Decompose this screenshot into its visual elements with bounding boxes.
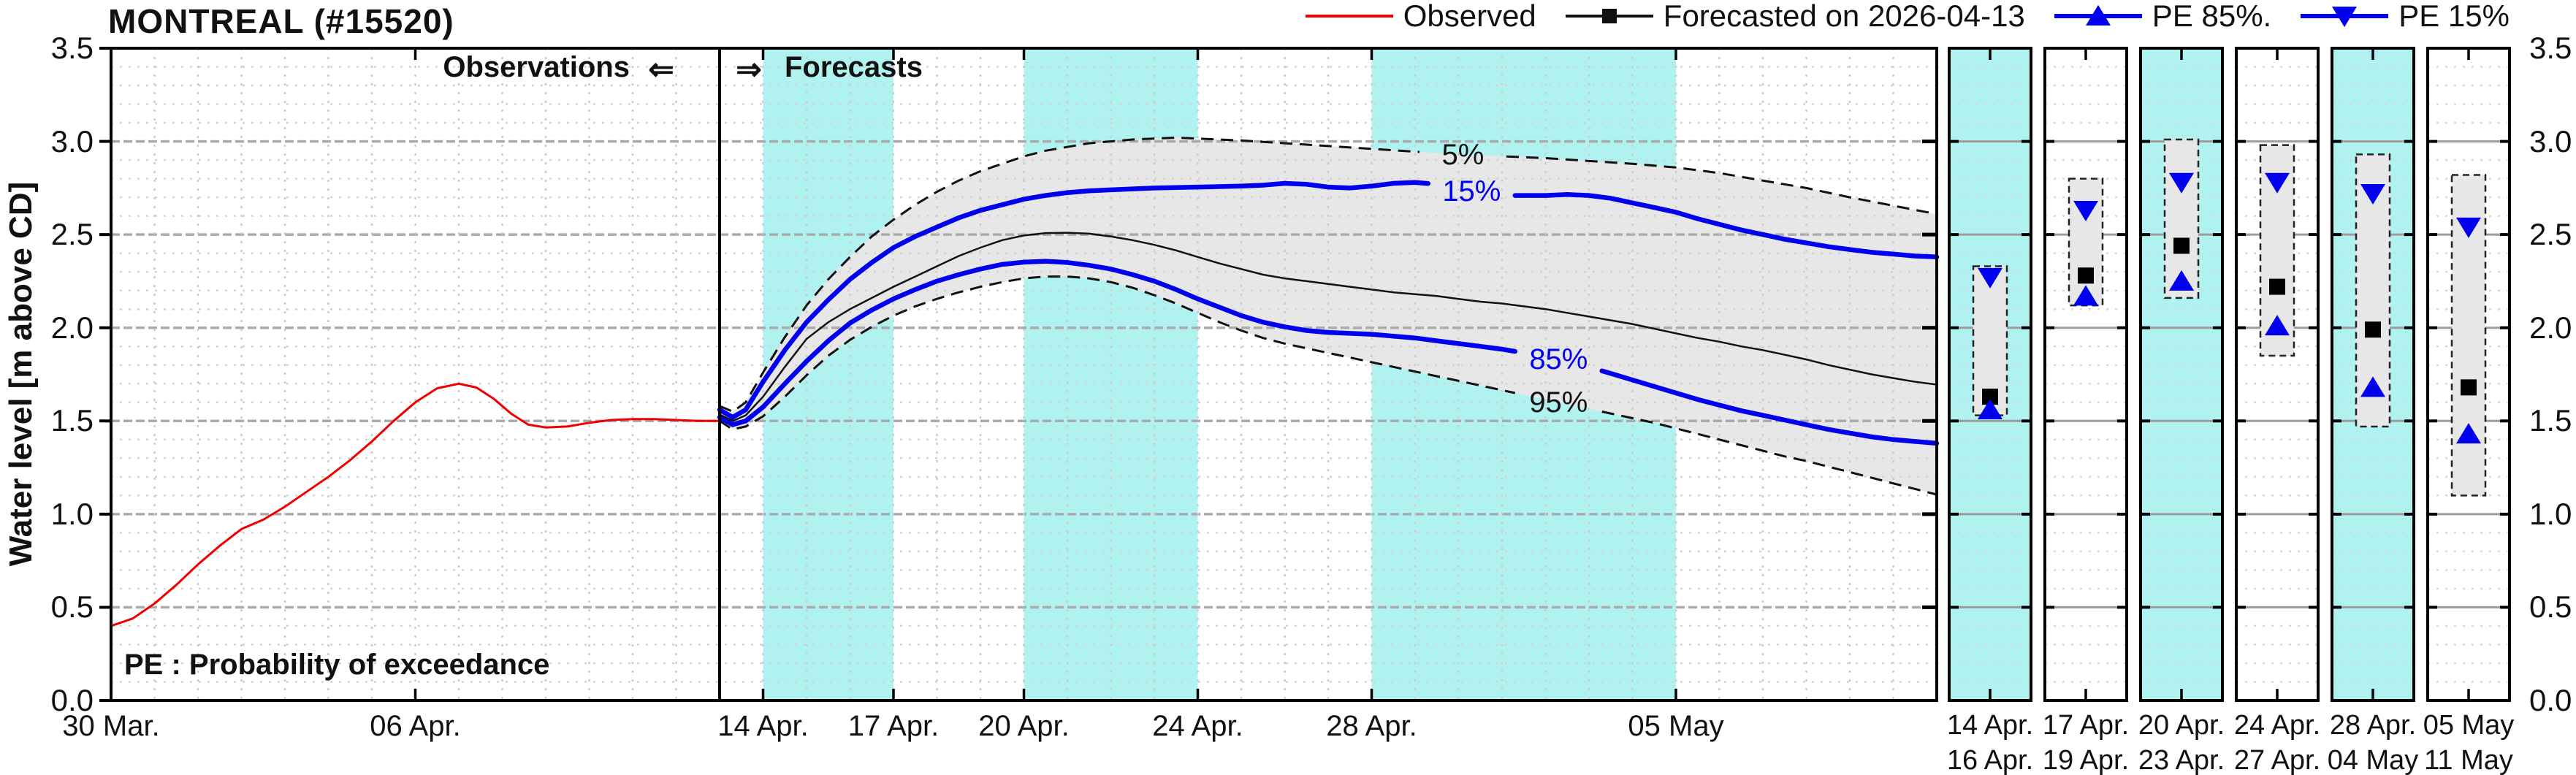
panel-date-end: 11 May [2424, 745, 2513, 775]
legend-item-pe85: PE 85%. [2054, 0, 2271, 34]
forecast-panel-bg [2045, 48, 2127, 700]
pe85-triangle-up-icon [2054, 4, 2142, 27]
x-tick-label: 24 Apr. [1152, 710, 1243, 742]
panel-date-start: 17 Apr. [2042, 710, 2130, 741]
pe85-triangle-up-marker [1978, 398, 2003, 419]
pe15-inline-label: 15% [1442, 175, 1501, 208]
y-tick-label-left: 0.0 [50, 683, 94, 717]
legend-label: Forecasted on 2026-04-13 [1663, 0, 2025, 33]
forecast-median-marker [1982, 389, 1998, 405]
x-tick-label: 06 Apr. [370, 710, 461, 742]
chart-legend: Observed Forecasted on 2026-04-13 PE 85%… [1305, 0, 2510, 34]
y-tick-label-right: 1.5 [2529, 403, 2572, 438]
panel-date-start: 24 Apr. [2233, 710, 2321, 741]
forecast-median-marker [2365, 321, 2381, 338]
panel-date-start: 20 Apr. [2138, 710, 2225, 741]
left-double-arrow-icon: ⇐ [648, 52, 674, 86]
forecast-line-icon [1565, 5, 1653, 27]
pe15-triangle-down-marker [2456, 217, 2481, 238]
page-title: MONTREAL (#15520) [108, 2, 454, 40]
pe85-line [1599, 368, 1940, 446]
panel-range-box [2163, 138, 2200, 299]
observed-line [110, 382, 720, 627]
panel-date-end: 23 Apr. [2138, 745, 2225, 775]
pe85-triangle-up-marker [2456, 423, 2481, 444]
pe85-line [717, 259, 1518, 427]
observations-region-label: Observations [443, 51, 630, 83]
legend-label: PE 85%. [2152, 0, 2272, 33]
y-tick-label-left: 3.5 [50, 31, 94, 65]
y-tick-label-left: 0.5 [50, 589, 94, 625]
panel-date-start: 05 May [2423, 710, 2515, 741]
pe5-line [719, 136, 1420, 413]
uncertainty-band [720, 137, 1937, 495]
y-tick-label-right: 3.0 [2529, 123, 2572, 159]
pe95-line [1601, 411, 1937, 496]
panel-date-end: 19 Apr. [2042, 745, 2130, 775]
pe85-triangle-up-marker [2073, 285, 2098, 306]
panel-date-end: 27 Apr. [2233, 745, 2321, 775]
pe15-triangle-down-marker [1978, 267, 2003, 289]
legend-item-pe15: PE 15% [2301, 0, 2510, 34]
y-tick-label-left: 2.0 [50, 310, 94, 345]
pe85-triangle-up-marker [2169, 270, 2194, 291]
y-tick-label-right: 0.0 [2529, 683, 2572, 717]
pe15-triangle-down-marker [2360, 184, 2385, 205]
pe15-line [717, 180, 1431, 420]
panel-range-box [2068, 177, 2104, 307]
pe95-inline-label: 95% [1529, 386, 1588, 419]
pe5-line [1506, 155, 1937, 215]
x-tick-label: 20 Apr. [978, 710, 1070, 742]
pe95-line [719, 275, 1516, 431]
forecast-median-marker [2461, 379, 2477, 396]
pe15-line [1512, 192, 1940, 260]
x-tick-label: 17 Apr. [847, 710, 940, 742]
pe15-triangle-down-marker [2073, 200, 2098, 221]
legend-item-forecast: Forecasted on 2026-04-13 [1565, 0, 2025, 34]
x-tick-label: 28 Apr. [1326, 710, 1417, 742]
y-tick-label-left: 3.0 [50, 123, 94, 159]
legend-label: PE 15% [2398, 0, 2510, 33]
forecast-median-marker [2078, 267, 2094, 284]
y-tick-label-right: 1.0 [2529, 496, 2572, 531]
forecasts-region-label: Forecasts [785, 51, 923, 83]
right-double-arrow-icon: ⇒ [736, 52, 762, 86]
pe85-inline-label: 85% [1529, 343, 1588, 376]
panel-date-end: 04 May [2327, 745, 2419, 775]
x-tick-label: 30 Mar. [62, 710, 160, 742]
pe85-triangle-up-marker [2265, 315, 2290, 336]
pe15-triangle-down-icon [2301, 5, 2389, 28]
panel-date-start: 14 Apr. [1946, 710, 2034, 741]
forecast-median-marker [2269, 278, 2285, 295]
forecast-median-line [719, 232, 1937, 422]
y-tick-label-left: 1.5 [50, 403, 94, 438]
pe15-triangle-down-marker [2265, 172, 2290, 194]
y-tick-label-left: 1.0 [50, 496, 94, 531]
y-tick-label-left: 2.5 [50, 217, 94, 252]
pe5-inline-label: 5% [1441, 138, 1485, 171]
legend-label: Observed [1403, 0, 1536, 33]
legend-item-observed: Observed [1305, 0, 1536, 34]
y-tick-label-right: 3.5 [2529, 31, 2572, 65]
pe15-triangle-down-marker [2169, 172, 2194, 194]
y-tick-label-right: 0.5 [2529, 589, 2572, 625]
x-tick-label: 14 Apr. [717, 710, 809, 742]
pe85-triangle-up-marker [2360, 376, 2385, 397]
observed-line-icon [1305, 5, 1393, 27]
x-tick-label: 05 May [1628, 710, 1724, 742]
panel-date-end: 16 Apr. [1946, 745, 2034, 775]
y-tick-label-right: 2.5 [2529, 217, 2572, 252]
forecast-median-marker [2173, 237, 2190, 254]
panel-date-start: 28 Apr. [2329, 710, 2417, 741]
pe-definition-note: PE : Probability of exceedance [124, 649, 550, 681]
y-tick-label-right: 2.0 [2529, 310, 2572, 345]
